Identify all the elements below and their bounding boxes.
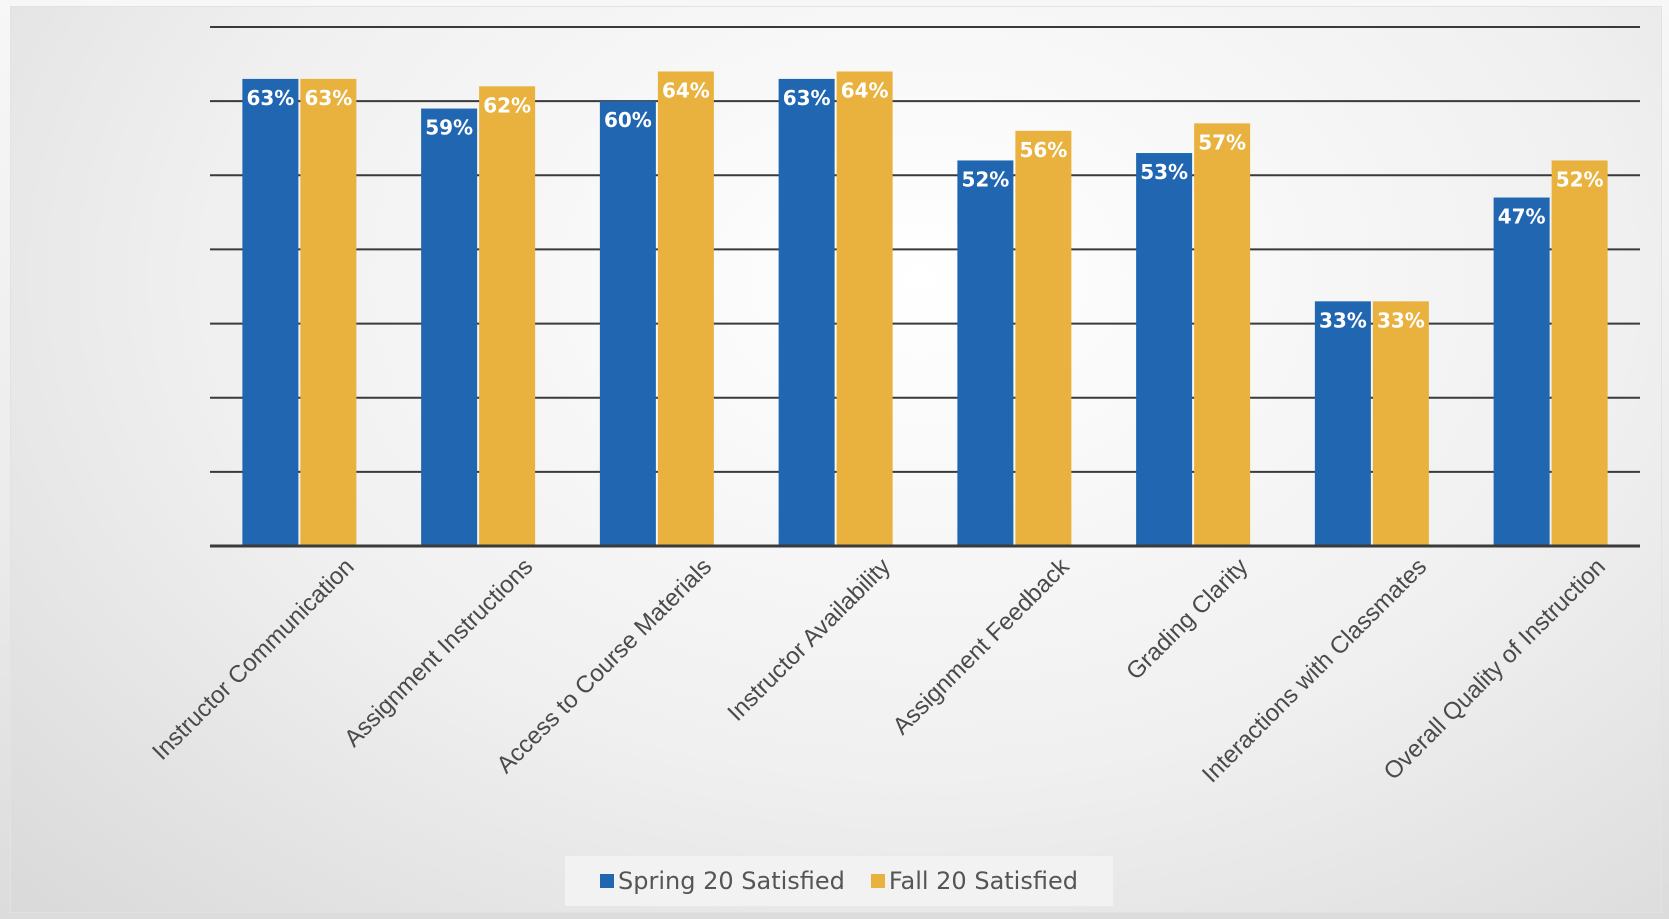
- data-label: 63%: [246, 86, 294, 110]
- bar-spring: [778, 78, 835, 547]
- data-label: 33%: [1377, 308, 1425, 332]
- bar-fall: [479, 86, 536, 547]
- category-label: Assignment Instructions: [339, 553, 538, 752]
- data-label: 56%: [1019, 138, 1067, 162]
- bar-spring: [242, 78, 299, 547]
- data-label: 47%: [1498, 205, 1546, 229]
- bar-spring: [1136, 153, 1193, 547]
- bar-fall: [1551, 160, 1608, 546]
- bar-spring: [421, 108, 478, 547]
- data-label: 62%: [483, 93, 531, 117]
- data-label: 52%: [961, 167, 1009, 191]
- legend-item-spring: Spring 20 Satisfied: [600, 867, 845, 895]
- data-label: 63%: [304, 86, 352, 110]
- legend-label-spring: Spring 20 Satisfied: [618, 867, 845, 895]
- legend: Spring 20 Satisfied Fall 20 Satisfied: [565, 856, 1113, 906]
- legend-swatch-spring: [600, 874, 614, 888]
- legend-item-fall: Fall 20 Satisfied: [870, 867, 1078, 895]
- bar-spring: [957, 160, 1014, 546]
- data-label: 33%: [1319, 308, 1367, 332]
- bar-fall: [657, 71, 714, 546]
- bar-fall: [1372, 301, 1429, 546]
- legend-label-fall: Fall 20 Satisfied: [888, 867, 1078, 895]
- data-label: 59%: [425, 116, 473, 140]
- category-label: Instructor Availability: [722, 553, 895, 726]
- bar-spring: [599, 101, 656, 547]
- category-label: Grading Clarity: [1121, 553, 1253, 685]
- bar-fall: [300, 78, 357, 547]
- bar-spring: [1493, 197, 1550, 546]
- bar-fall: [836, 71, 893, 546]
- data-label: 64%: [662, 78, 710, 102]
- legend-swatch-fall: [870, 874, 885, 888]
- data-label: 53%: [1140, 160, 1188, 184]
- bar-fall: [1194, 123, 1251, 546]
- bar-spring: [1314, 301, 1371, 546]
- data-label: 63%: [783, 86, 831, 110]
- bar-fall: [1015, 130, 1072, 547]
- data-label: 52%: [1556, 167, 1604, 191]
- category-label: Access to Course Materials: [491, 553, 717, 779]
- category-label: Instructor Communication: [147, 553, 359, 765]
- data-label: 60%: [604, 108, 652, 132]
- data-label: 57%: [1198, 130, 1246, 154]
- data-label: 64%: [841, 78, 889, 102]
- category-label: Assignment Feedback: [888, 552, 1076, 740]
